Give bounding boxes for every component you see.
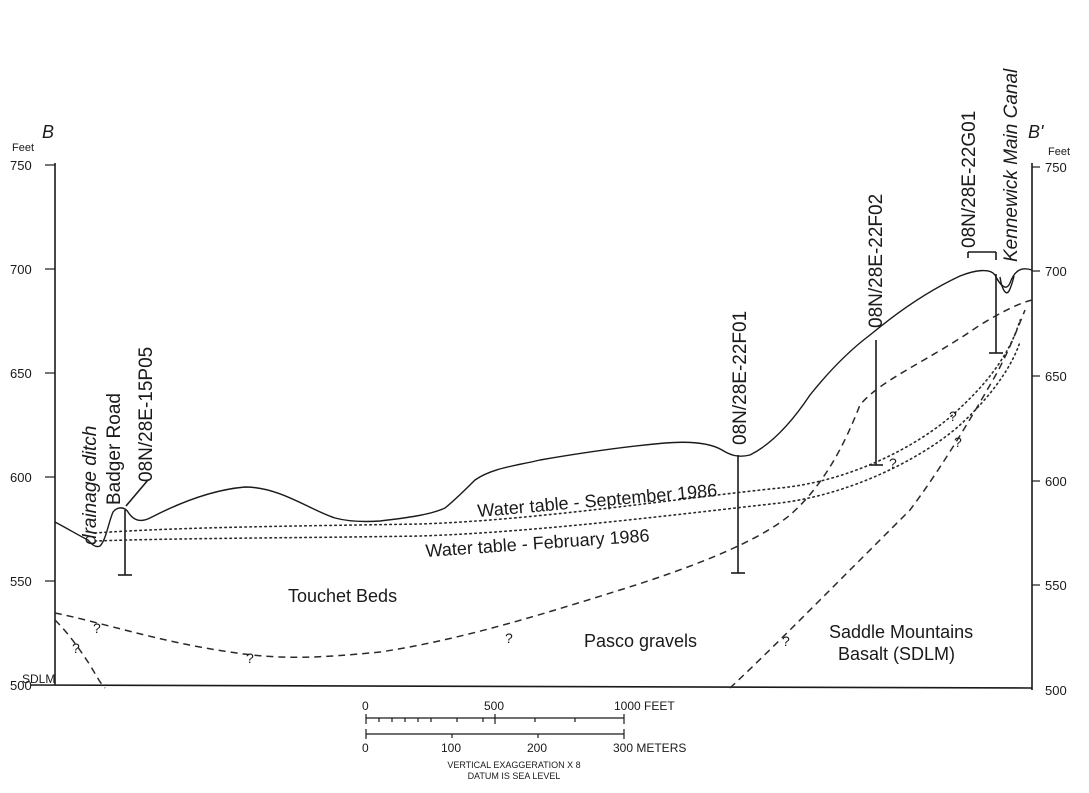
scale-meters-label: 0 [362, 741, 369, 755]
badger-road-label: Badger Road [104, 393, 125, 505]
right-tick-label: 600 [1045, 474, 1067, 489]
query-mark: ? [889, 455, 897, 471]
baseline-500ft [29, 684, 1033, 689]
well-label-15P05: 08N/28E-15P05 [136, 347, 157, 482]
well-22F02 [869, 340, 883, 466]
well-label-22G01: 08N/28E-22G01 [959, 111, 980, 248]
scale-meters-label: 100 [441, 741, 461, 755]
water-table-september-label: Water table - September 1986 [477, 480, 718, 521]
right-tick-label: 750 [1045, 160, 1067, 175]
water-table-february-label: Water table - February 1986 [425, 525, 650, 561]
touchet-beds-label: Touchet Beds [288, 586, 397, 606]
datum-note: DATUM IS SEA LEVEL [468, 771, 561, 781]
left-axis-unit: Feet [12, 142, 34, 154]
left-axis-ticks: 750 700 650 600 550 500 [10, 158, 55, 693]
well-15P05 [118, 479, 149, 576]
right-axis-ticks: 750 700 650 600 550 500 [1032, 160, 1067, 698]
scale-meters-label: 300 METERS [613, 741, 686, 755]
left-tick-label: 750 [10, 158, 32, 173]
right-tick-label: 700 [1045, 264, 1067, 279]
scale-bar: 0 500 1000 FEET 0 100 200 300 METERS VER… [362, 699, 686, 781]
pasco-basalt-contact [729, 309, 1026, 689]
pasco-gravels-label: Pasco gravels [584, 631, 697, 651]
left-tick-label: 650 [10, 366, 32, 381]
query-mark: ? [505, 630, 513, 646]
canal-label: Kennewick Main Canal [1001, 68, 1022, 262]
query-mark: ? [954, 434, 962, 450]
canal-channel [999, 275, 1015, 294]
vertical-exaggeration-note: VERTICAL EXAGGERATION X 8 [447, 760, 580, 770]
saddle-mountains-label-line1: Saddle Mountains [829, 622, 973, 642]
query-mark: ? [93, 620, 101, 636]
section-end-label: B' [1028, 122, 1044, 142]
sdlm-label: SDLM [22, 672, 55, 686]
query-mark: ? [72, 640, 80, 656]
query-marks: ? ? ? ? ? ? ? ? [72, 408, 962, 666]
drainage-ditch-label: drainage ditch [80, 426, 101, 545]
scale-feet-label: 1000 FEET [614, 699, 675, 713]
saddle-mountains-label-line2: Basalt (SDLM) [838, 644, 955, 664]
left-tick-label: 700 [10, 262, 32, 277]
query-mark: ? [949, 408, 957, 424]
well-label-22F02: 08N/28E-22F02 [866, 194, 887, 328]
water-table-september-line [94, 319, 1021, 534]
right-tick-label: 550 [1045, 578, 1067, 593]
well-22F01 [731, 455, 745, 574]
left-tick-label: 500 [10, 678, 32, 693]
section-start-label: B [42, 122, 54, 142]
well-label-22F01: 08N/28E-22F01 [730, 311, 751, 445]
query-mark: ? [782, 633, 790, 649]
query-mark: ? [246, 650, 254, 666]
well-22G01 [967, 251, 1003, 354]
land-surface-profile [54, 268, 1033, 548]
right-tick-label: 500 [1045, 683, 1067, 698]
right-axis-unit: Feet [1048, 146, 1070, 158]
scale-feet-label: 0 [362, 699, 369, 713]
water-table-february-line [94, 341, 1021, 542]
left-tick-label: 600 [10, 470, 32, 485]
left-tick-label: 550 [10, 574, 32, 589]
scale-meters-label: 200 [527, 741, 547, 755]
sdlm-contact-west [54, 619, 106, 689]
right-tick-label: 650 [1045, 369, 1067, 384]
scale-feet-label: 500 [484, 699, 504, 713]
touchet-pasco-contact [54, 299, 1033, 659]
